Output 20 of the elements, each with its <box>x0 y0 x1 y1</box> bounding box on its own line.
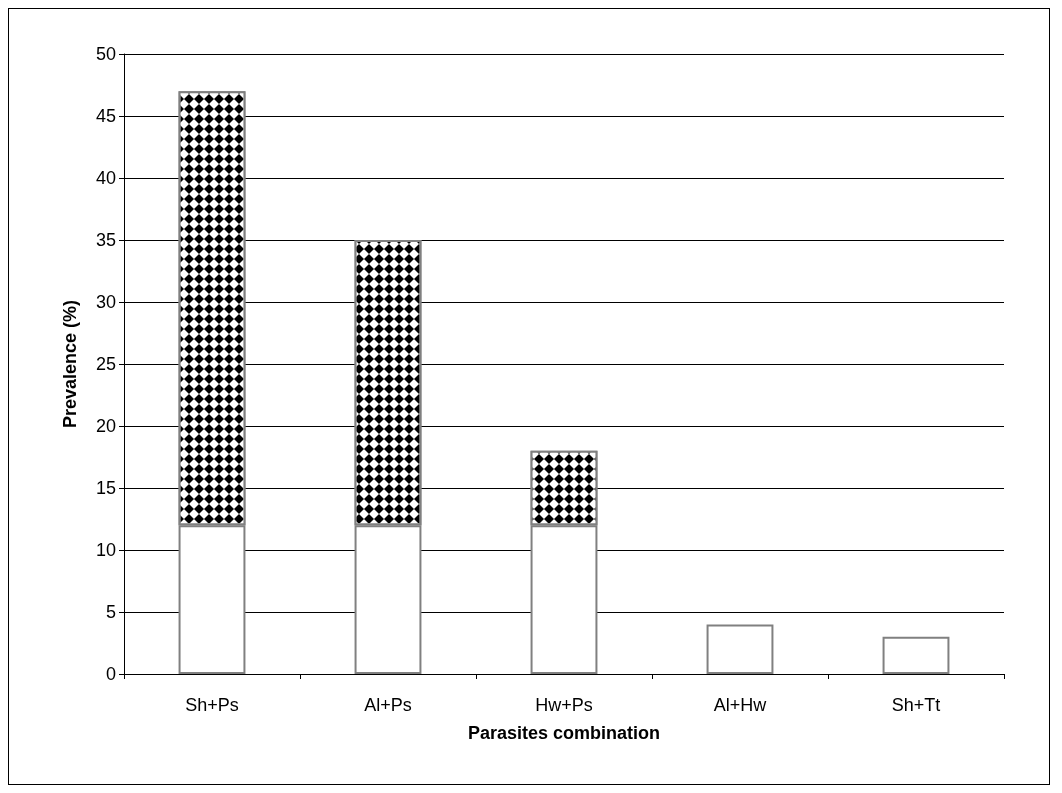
y-axis-title: Prevalence (%) <box>60 299 80 429</box>
y-tick-label: 50 <box>95 44 116 64</box>
x-tick-label: Sh+Ps <box>185 695 239 715</box>
y-tick-label: 30 <box>95 292 116 312</box>
y-tick-label: 10 <box>95 540 116 560</box>
y-tick-label: 35 <box>95 230 116 250</box>
x-tick-label: Sh+Tt <box>891 695 941 715</box>
y-tick-label: 0 <box>105 664 116 684</box>
x-axis-title: Parasites combination <box>467 723 661 743</box>
y-tick-label: 20 <box>95 416 116 436</box>
x-tick-label: Hw+Ps <box>535 695 593 715</box>
x-tick-label: Al+Hw <box>713 695 768 715</box>
x-tick-label: Al+Ps <box>364 695 412 715</box>
bar <box>882 636 950 674</box>
bar <box>706 624 774 674</box>
y-tick-label: 15 <box>95 478 116 498</box>
y-tick-label: 45 <box>95 106 116 126</box>
y-tick-label: 25 <box>95 354 116 374</box>
y-tick-label: 40 <box>95 168 116 188</box>
y-tick-label: 5 <box>105 602 116 622</box>
